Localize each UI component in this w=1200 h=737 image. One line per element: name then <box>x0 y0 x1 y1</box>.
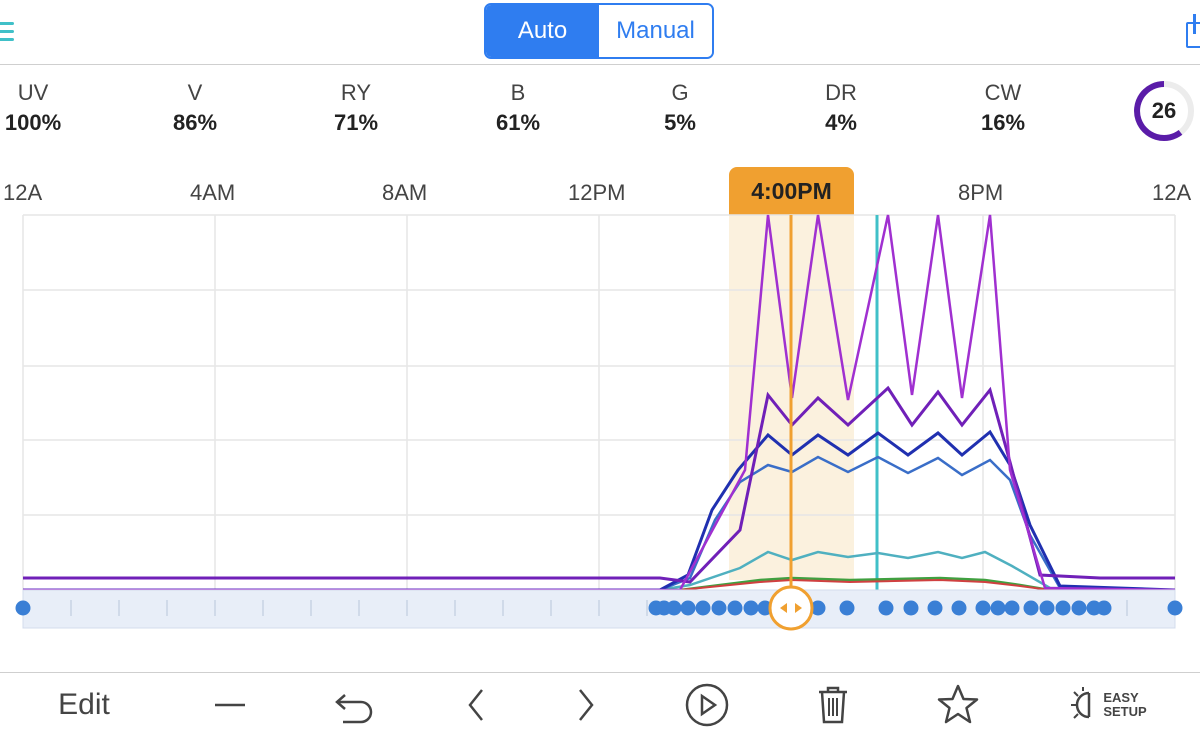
channel-name: CW <box>984 80 1022 105</box>
delete-point-button[interactable] <box>205 673 255 737</box>
keyframe-point <box>903 600 919 616</box>
time-label-8pm: 8PM <box>958 180 1004 205</box>
spectrum-chart <box>15 214 1183 631</box>
top-bar: Auto Manual <box>0 0 1200 65</box>
keyframe-point <box>1023 600 1039 616</box>
keyframe-point <box>743 600 759 616</box>
power-ring-value: 26 <box>1151 98 1177 123</box>
keyframe-point <box>951 600 967 616</box>
time-label-4am: 4AM <box>190 180 236 205</box>
channel-cw[interactable]: CW 16% <box>953 80 1053 140</box>
keyframe-point <box>1096 600 1112 616</box>
channel-value: 71% <box>333 110 379 135</box>
undo-icon <box>335 694 373 724</box>
easy-setup-icon <box>1071 687 1091 719</box>
easy-setup-button[interactable]: EASY SETUP <box>1068 673 1148 737</box>
keyframe-point <box>1055 600 1071 616</box>
channel-name: B <box>510 80 526 105</box>
time-label-8am: 8AM <box>382 180 428 205</box>
channel-ry[interactable]: RY 71% <box>306 80 406 140</box>
easy-setup-label-line1: EASY <box>1103 690 1139 705</box>
keyframe-point <box>695 600 711 616</box>
bottom-toolbar: Edit <box>0 672 1200 737</box>
keyframe-points[interactable] <box>15 600 1183 616</box>
channel-readouts: UV 100% V 86% RY 71% B 61% G 5% DR 4% CW… <box>0 80 1200 140</box>
delete-button[interactable] <box>808 673 858 737</box>
time-label-12a-end: 12A <box>1152 180 1192 205</box>
previous-point-button[interactable] <box>455 673 499 737</box>
keyframe-point <box>1071 600 1087 616</box>
keyframe-point <box>878 600 894 616</box>
channel-dr[interactable]: DR 4% <box>791 80 891 140</box>
manual-mode-button[interactable]: Manual <box>599 5 712 57</box>
play-button[interactable] <box>682 673 732 737</box>
keyframe-point <box>839 600 855 616</box>
channel-g[interactable]: G 5% <box>630 80 730 140</box>
chart-grid <box>22 214 1176 590</box>
edit-label: Edit <box>58 688 110 721</box>
channel-name: DR <box>825 80 857 105</box>
play-icon <box>685 683 729 727</box>
keyframe-point <box>927 600 943 616</box>
keyframe-point <box>990 600 1006 616</box>
keyframe-point <box>975 600 991 616</box>
chevron-left-icon <box>468 689 483 721</box>
channel-name: UV <box>17 80 49 105</box>
channel-uv[interactable]: UV 100% <box>0 80 83 140</box>
series-dr-line <box>23 578 1175 591</box>
menu-icon[interactable] <box>0 18 16 44</box>
favorite-button[interactable] <box>933 673 983 737</box>
keyframe-point <box>1039 600 1055 616</box>
channel-value: 61% <box>495 110 541 135</box>
channel-value: 16% <box>980 110 1026 135</box>
edit-button[interactable]: Edit <box>48 673 120 737</box>
channel-name: RY <box>340 80 372 105</box>
easy-setup-label-line2: SETUP <box>1103 704 1147 719</box>
star-icon <box>937 684 979 724</box>
keyframe-point <box>1167 600 1183 616</box>
time-label-12a: 12A <box>3 180 43 205</box>
time-scrubber-handle[interactable] <box>768 585 814 631</box>
keyframe-point <box>757 600 773 616</box>
timeline-ticks <box>70 600 1128 616</box>
keyframe-point <box>711 600 727 616</box>
auto-mode-button[interactable]: Auto <box>486 5 599 57</box>
minus-icon <box>215 703 245 707</box>
keyframe-point <box>666 600 682 616</box>
mode-toggle: Auto Manual <box>484 3 714 59</box>
share-icon[interactable] <box>1182 12 1200 48</box>
power-ring[interactable]: 26 <box>1133 80 1195 142</box>
keyframe-point <box>15 600 31 616</box>
power-ring-graphic <box>1134 81 1194 141</box>
keyframe-point <box>1004 600 1020 616</box>
channel-v[interactable]: V 86% <box>145 80 245 140</box>
channel-name: V <box>187 80 203 105</box>
series-uv-line <box>23 214 1176 592</box>
series-cw-line <box>23 550 1176 592</box>
chevron-right-icon <box>579 689 594 721</box>
channel-value: 4% <box>825 110 857 135</box>
undo-button[interactable] <box>330 673 380 737</box>
selected-time-badge[interactable]: 4:00PM <box>729 167 854 215</box>
channel-value: 86% <box>172 110 218 135</box>
keyframe-point <box>680 600 696 616</box>
keyframe-point <box>727 600 743 616</box>
channel-value: 5% <box>664 110 696 135</box>
time-label-12pm: 12PM <box>568 180 626 205</box>
channel-b[interactable]: B 61% <box>468 80 568 140</box>
next-point-button[interactable] <box>563 673 607 737</box>
keyframe-point <box>810 600 826 616</box>
trash-icon <box>819 686 847 724</box>
series-b-line <box>23 455 1176 592</box>
channel-value: 100% <box>4 110 62 135</box>
channel-name: G <box>671 80 689 105</box>
